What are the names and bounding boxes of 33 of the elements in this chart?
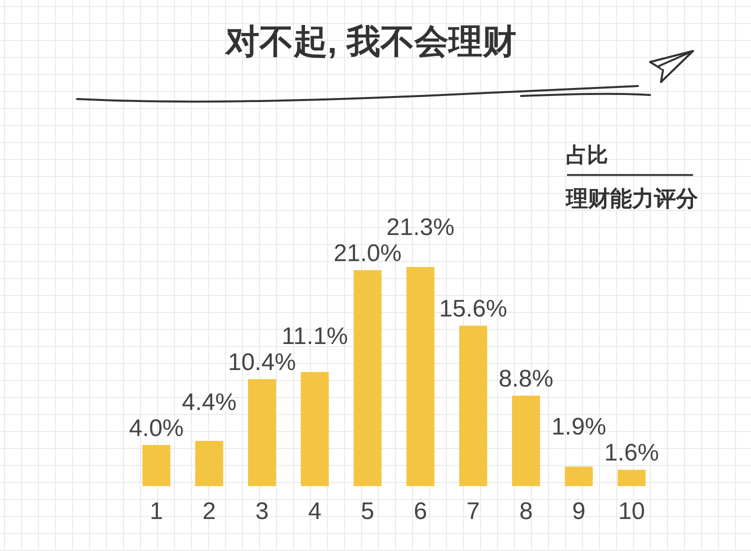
data-label: 15.6%: [439, 296, 508, 323]
x-tick-label: 4: [308, 498, 322, 526]
data-label: 4.0%: [129, 415, 184, 442]
data-label: 10.4%: [228, 349, 296, 376]
bar: [459, 326, 488, 486]
bar: [195, 440, 224, 486]
data-label: 8.8%: [498, 366, 554, 393]
bar: [406, 267, 434, 486]
x-axis-title: 理财能力评分: [566, 186, 698, 212]
data-label: 1.9%: [551, 414, 606, 441]
x-tick-label: 1: [150, 498, 164, 526]
data-label: 11.1%: [282, 323, 348, 350]
x-tick-label: 9: [572, 498, 586, 526]
bar: [512, 396, 540, 486]
bar: [564, 466, 593, 486]
data-label: 1.6%: [604, 440, 659, 467]
bar: [300, 372, 329, 486]
chart-title: 对不起, 我不会理财: [224, 22, 518, 63]
data-label: 4.4%: [182, 389, 237, 416]
x-tick-label: 2: [202, 498, 216, 526]
x-tick-label: 5: [360, 498, 374, 526]
bar: [618, 470, 646, 486]
x-tick-label: 8: [519, 498, 533, 526]
bar: [248, 379, 276, 486]
x-tick-label: 6: [414, 498, 428, 526]
data-label: 21.0%: [334, 240, 402, 268]
text: 占比: [566, 143, 608, 168]
x-tick-label: 10: [618, 498, 645, 526]
x-tick-label: 7: [466, 498, 480, 526]
bar: [142, 445, 170, 486]
data-label: 21.3%: [386, 214, 454, 242]
x-tick-label: 3: [255, 498, 269, 526]
bar: [354, 270, 382, 486]
